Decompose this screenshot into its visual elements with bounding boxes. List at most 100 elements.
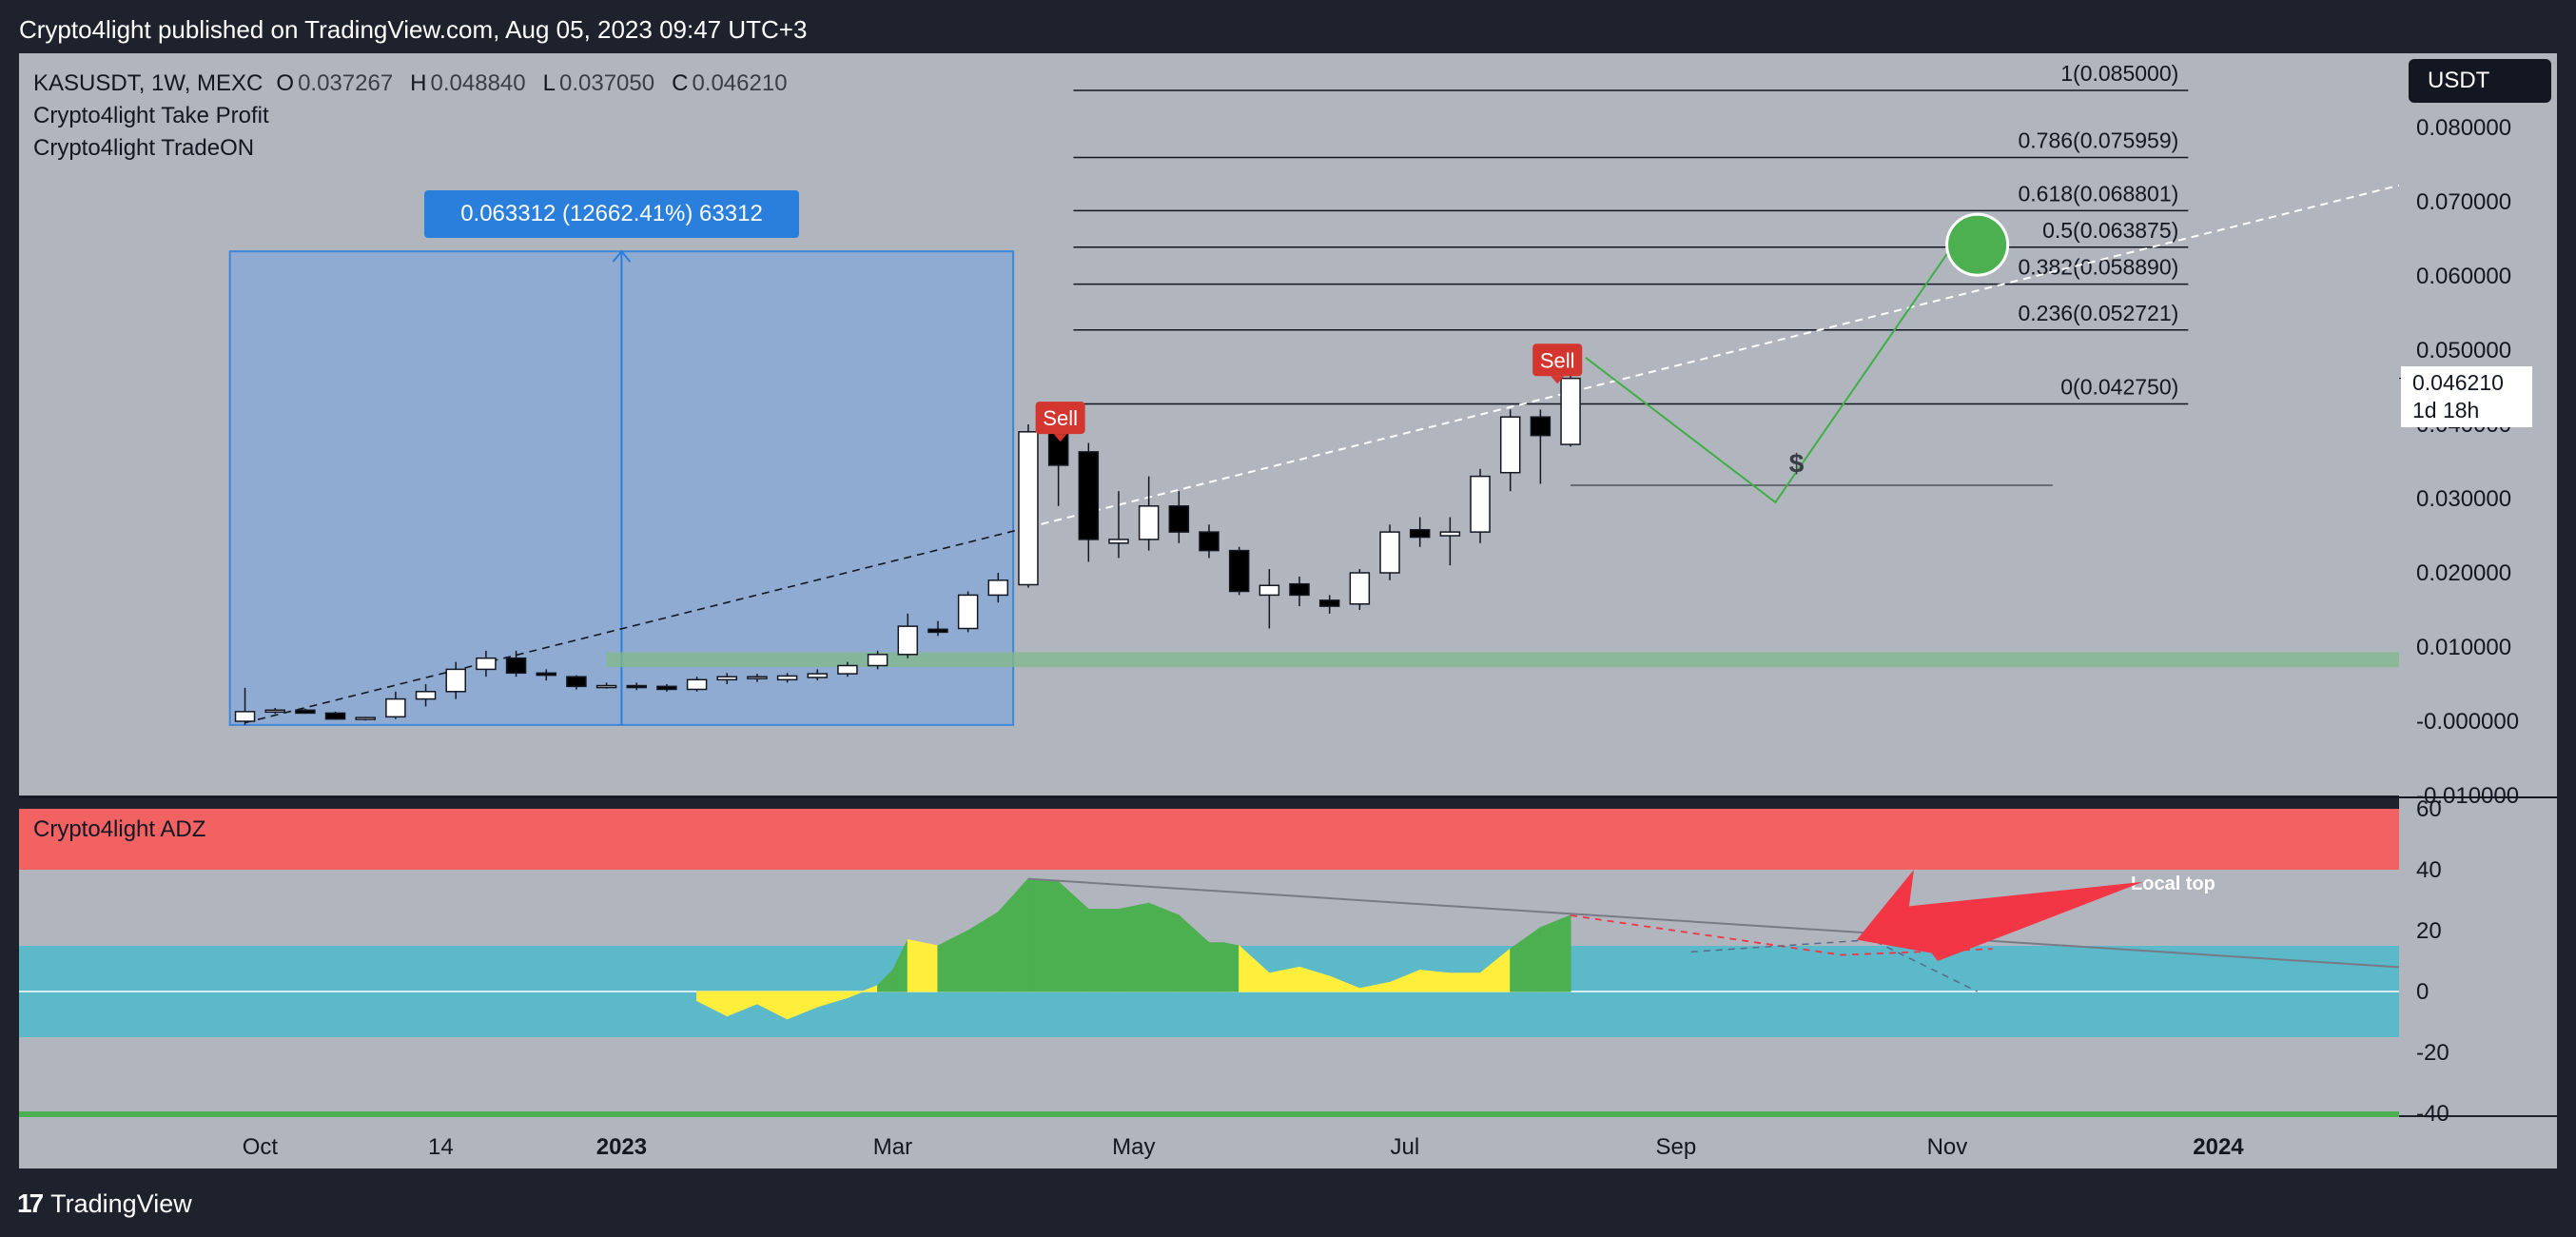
candle-body xyxy=(295,709,316,715)
candle-body xyxy=(1409,529,1431,539)
candle-body xyxy=(1379,531,1400,574)
target-circle xyxy=(1945,212,2010,277)
candle-body xyxy=(476,657,497,671)
adz-area-segment xyxy=(1148,902,1180,992)
candle-body xyxy=(595,684,617,689)
adz-trend-line xyxy=(1027,877,2400,969)
fib-level-label: 0(0.042750) xyxy=(2060,375,2178,400)
price-axis-tick: -0.010000 xyxy=(2416,783,2519,809)
candle-body xyxy=(1259,584,1280,597)
fib-level-label: 0.786(0.075959) xyxy=(2018,128,2178,153)
candle-body xyxy=(716,676,738,681)
open-value: 0.037267 xyxy=(298,70,394,96)
candle-body xyxy=(264,709,285,714)
fib-level-label: 0.236(0.052721) xyxy=(2018,301,2178,325)
candle-body xyxy=(324,712,346,720)
candle-body xyxy=(1560,377,1581,445)
candle-body xyxy=(1138,505,1160,540)
indicator-adz-title[interactable]: Crypto4light ADZ xyxy=(33,816,206,842)
adz-area-segment xyxy=(1118,902,1150,992)
candle-body xyxy=(867,654,888,667)
adz-area-segment xyxy=(1208,942,1225,992)
candle-body xyxy=(1078,451,1100,540)
fib-level-label: 0.382(0.058890) xyxy=(2018,255,2178,280)
adz-axis-tick: 40 xyxy=(2416,857,2442,883)
candle-body xyxy=(234,711,256,722)
candle-body xyxy=(837,664,858,675)
candle-body xyxy=(1499,416,1521,474)
ohlc-legend: KASUSDT, 1W, MEXC O 0.037267 H 0.048840 L 0.03… xyxy=(33,70,805,97)
price-axis-background xyxy=(2399,53,2557,1115)
candle-body xyxy=(1439,531,1461,537)
dollar-marker-icon: $ xyxy=(1789,449,1805,479)
measure-arrow-head xyxy=(612,249,632,263)
candle-body xyxy=(957,594,979,630)
high-value: 0.048840 xyxy=(430,70,526,96)
adz-axis-tick: -40 xyxy=(2416,1101,2449,1127)
candle-body xyxy=(445,668,466,693)
time-axis-tick: May xyxy=(1112,1134,1155,1160)
trend-line-dashed xyxy=(244,526,1029,724)
candle-body xyxy=(747,676,768,679)
candle-body xyxy=(776,675,798,681)
local-top-label: Local top xyxy=(2131,874,2215,894)
low-value: 0.037050 xyxy=(558,70,655,96)
time-axis-tick: 14 xyxy=(428,1134,454,1160)
price-axis-tick: 0.010000 xyxy=(2416,635,2511,660)
adz-area-segment xyxy=(1087,909,1120,992)
trend-line-dashed-projection xyxy=(1027,184,2400,529)
price-axis-tick: -0.000000 xyxy=(2416,709,2519,735)
adz-axis-tick: -20 xyxy=(2416,1040,2449,1066)
time-axis-background xyxy=(19,1117,2557,1168)
candle-body xyxy=(807,673,829,678)
candle-body xyxy=(536,672,556,677)
candle-body xyxy=(1018,431,1039,586)
candle-body xyxy=(897,625,919,656)
candle-body xyxy=(1108,539,1129,544)
candle-body xyxy=(355,717,376,720)
footer-brand[interactable]: TradingView xyxy=(50,1188,192,1218)
adz-axis-tick: 0 xyxy=(2416,979,2429,1005)
adz-axis-tick: 20 xyxy=(2416,918,2442,944)
candle-body xyxy=(927,628,948,634)
candle-body xyxy=(987,579,1009,597)
fib-level-label: 0.5(0.063875) xyxy=(2042,218,2178,243)
candle-body xyxy=(1530,416,1551,437)
indicator-tradeon[interactable]: Crypto4light TradeON xyxy=(33,135,255,161)
fib-level-label: 0.618(0.068801) xyxy=(2018,181,2178,206)
close-label: C xyxy=(672,70,689,96)
sell-signal-pointer xyxy=(1551,376,1565,384)
candle-body xyxy=(415,691,437,700)
time-axis-tick: Nov xyxy=(1927,1134,1968,1160)
publish-header: Crypto4light published on TradingView.co… xyxy=(19,15,808,44)
projection-path xyxy=(1585,253,1948,504)
symbol-label[interactable]: KASUSDT, 1W, MEXC xyxy=(33,70,263,96)
adz-area-segment xyxy=(1223,942,1240,992)
candle-body xyxy=(656,685,677,691)
indicator-take-profit[interactable]: Crypto4light Take Profit xyxy=(33,103,269,128)
fib-level-label: 1(0.085000) xyxy=(2060,61,2178,86)
candle-body xyxy=(1318,599,1340,607)
currency-button[interactable]: USDT xyxy=(2409,59,2551,103)
adz-area-segment xyxy=(1449,972,1481,992)
bar-countdown: 1d 18h xyxy=(2412,398,2480,422)
time-axis-tick: Mar xyxy=(873,1134,912,1160)
candle-body xyxy=(626,684,648,689)
high-label: H xyxy=(410,70,427,96)
adz-axis-tick: 60 xyxy=(2416,796,2442,822)
candle-body xyxy=(505,657,527,675)
time-axis-tick: 2024 xyxy=(2193,1134,2244,1160)
price-axis-tick: 0.070000 xyxy=(2416,189,2511,215)
close-value: 0.046210 xyxy=(692,70,788,96)
price-axis-tick: 0.020000 xyxy=(2416,560,2511,586)
last-price-value: 0.046210 xyxy=(2412,370,2504,395)
tradingview-logo-icon[interactable]: 17 xyxy=(17,1188,44,1218)
adz-band-overbought xyxy=(19,809,2399,870)
sell-signal-pointer xyxy=(1053,434,1067,442)
time-axis-tick: Oct xyxy=(243,1134,279,1160)
open-label: O xyxy=(276,70,295,96)
candle-body xyxy=(1470,475,1491,533)
low-label: L xyxy=(542,70,556,96)
candle-body xyxy=(1199,531,1220,552)
